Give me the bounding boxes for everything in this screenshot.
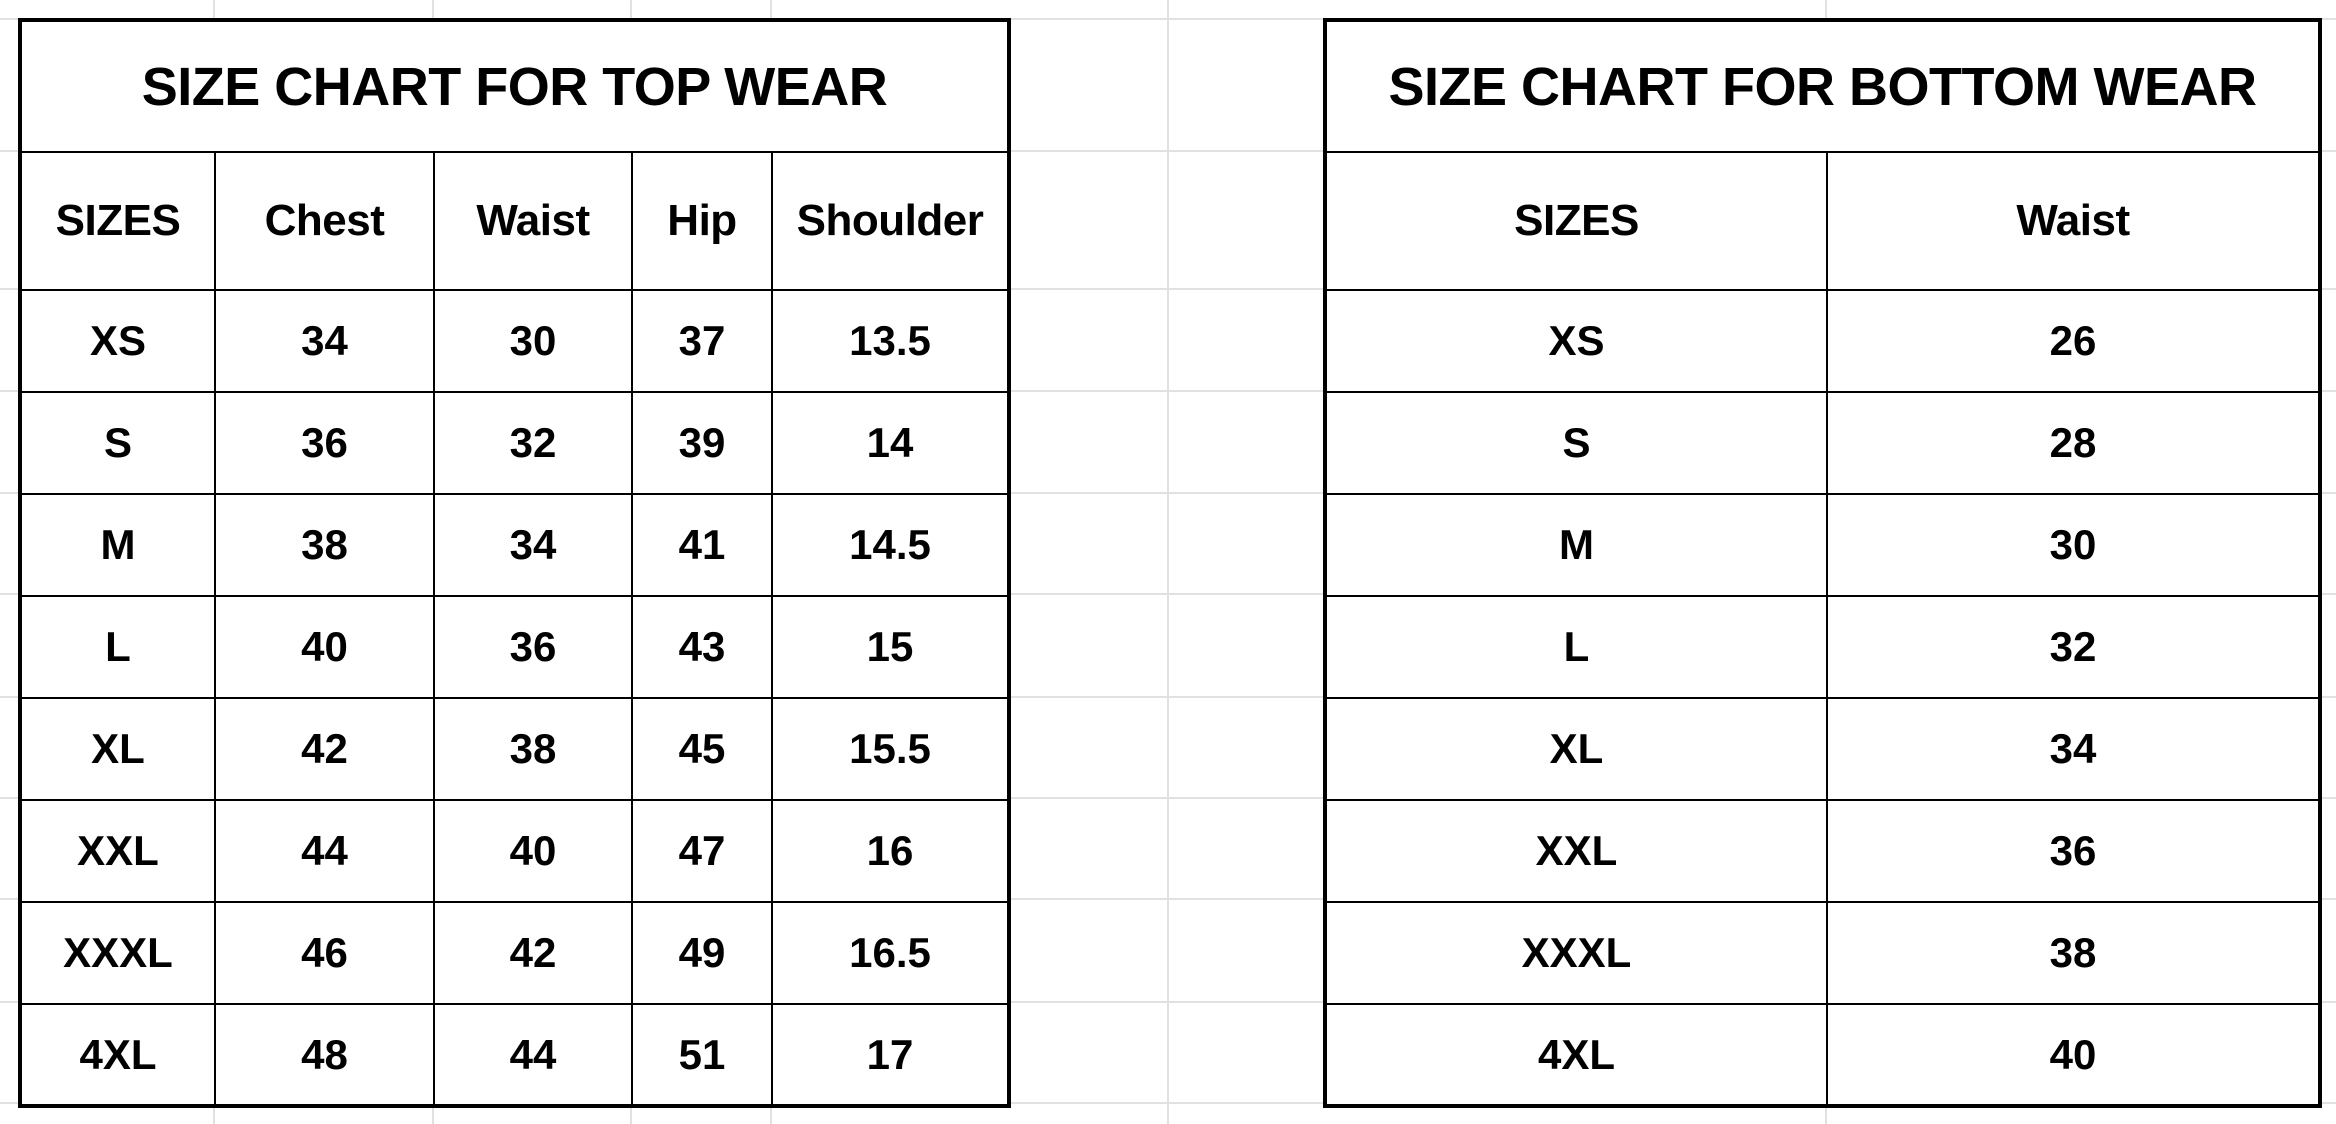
grid-row-line (0, 898, 2336, 900)
column-header: Waist (1826, 151, 2321, 291)
measurement-cell: 36 (1826, 799, 2321, 903)
grid-row-line (0, 150, 2336, 152)
measurement-cell: 45 (631, 697, 773, 801)
measurement-cell: 34 (214, 289, 435, 393)
column-header: Chest (214, 151, 435, 291)
table-row: 4XL 40 (1324, 1003, 2321, 1107)
measurement-cell: 30 (433, 289, 633, 393)
measurement-cell: 26 (1826, 289, 2321, 393)
column-header: SIZES (1324, 151, 1828, 291)
measurement-cell: 34 (433, 493, 633, 597)
size-cell: L (1324, 595, 1828, 699)
column-header: Shoulder (771, 151, 1010, 291)
bottom-wear-title: SIZE CHART FOR BOTTOM WEAR (1324, 19, 2321, 153)
size-cell: 4XL (1324, 1003, 1828, 1107)
size-cell: L (19, 595, 216, 699)
table-row: M 38 34 41 14.5 (19, 493, 1010, 597)
size-cell: XXXL (19, 901, 216, 1005)
size-cell: 4XL (19, 1003, 216, 1107)
measurement-cell: 15.5 (771, 697, 1010, 801)
table-row: XL 34 (1324, 697, 2321, 801)
measurement-cell: 39 (631, 391, 773, 495)
table-row: 4XL 48 44 51 17 (19, 1003, 1010, 1107)
measurement-cell: 14.5 (771, 493, 1010, 597)
size-cell: XS (19, 289, 216, 393)
measurement-cell: 34 (1826, 697, 2321, 801)
measurement-cell: 38 (1826, 901, 2321, 1005)
measurement-cell: 28 (1826, 391, 2321, 495)
measurement-cell: 40 (214, 595, 435, 699)
size-cell: M (19, 493, 216, 597)
table-row: XS 26 (1324, 289, 2321, 393)
table-row: L 32 (1324, 595, 2321, 699)
measurement-cell: 51 (631, 1003, 773, 1107)
size-cell: S (1324, 391, 1828, 495)
measurement-cell: 44 (433, 1003, 633, 1107)
grid-row-line (0, 1001, 2336, 1003)
size-cell: XL (1324, 697, 1828, 801)
measurement-cell: 30 (1826, 493, 2321, 597)
measurement-cell: 40 (1826, 1003, 2321, 1107)
measurement-cell: 48 (214, 1003, 435, 1107)
measurement-cell: 42 (433, 901, 633, 1005)
measurement-cell: 15 (771, 595, 1010, 699)
measurement-cell: 36 (214, 391, 435, 495)
grid-row-line (0, 18, 2336, 20)
measurement-cell: 32 (1826, 595, 2321, 699)
grid-row-line (0, 288, 2336, 290)
measurement-cell: 37 (631, 289, 773, 393)
grid-row-line (0, 593, 2336, 595)
size-cell: XL (19, 697, 216, 801)
table-row: M 30 (1324, 493, 2321, 597)
measurement-cell: 46 (214, 901, 435, 1005)
measurement-cell: 40 (433, 799, 633, 903)
measurement-cell: 13.5 (771, 289, 1010, 393)
measurement-cell: 43 (631, 595, 773, 699)
size-cell: XXL (19, 799, 216, 903)
measurement-cell: 16 (771, 799, 1010, 903)
measurement-cell: 47 (631, 799, 773, 903)
top-wear-size-chart: SIZE CHART FOR TOP WEAR SIZES Chest Waist H… (18, 18, 1011, 1108)
top-wear-title: SIZE CHART FOR TOP WEAR (19, 19, 1010, 153)
grid-row-line (0, 797, 2336, 799)
grid-row-line (0, 696, 2336, 698)
measurement-cell: 38 (214, 493, 435, 597)
size-cell: M (1324, 493, 1828, 597)
grid-row-line (0, 492, 2336, 494)
grid-column-line (1167, 0, 1169, 1124)
measurement-cell: 42 (214, 697, 435, 801)
measurement-cell: 49 (631, 901, 773, 1005)
bottom-wear-size-chart: SIZE CHART FOR BOTTOM WEAR SIZES Waist XS… (1323, 18, 2322, 1108)
measurement-cell: 17 (771, 1003, 1010, 1107)
size-cell: XS (1324, 289, 1828, 393)
table-row: XL 42 38 45 15.5 (19, 697, 1010, 801)
size-cell: S (19, 391, 216, 495)
table-row: XXXL 46 42 49 16.5 (19, 901, 1010, 1005)
table-row: L 40 36 43 15 (19, 595, 1010, 699)
measurement-cell: 44 (214, 799, 435, 903)
measurement-cell: 38 (433, 697, 633, 801)
measurement-cell: 41 (631, 493, 773, 597)
measurement-cell: 32 (433, 391, 633, 495)
column-header: Hip (631, 151, 773, 291)
column-header: Waist (433, 151, 633, 291)
grid-row-line (0, 390, 2336, 392)
table-row: XXXL 38 (1324, 901, 2321, 1005)
measurement-cell: 14 (771, 391, 1010, 495)
measurement-cell: 16.5 (771, 901, 1010, 1005)
column-header: SIZES (19, 151, 216, 291)
table-row: S 36 32 39 14 (19, 391, 1010, 495)
table-row: XXL 44 40 47 16 (19, 799, 1010, 903)
table-row: S 28 (1324, 391, 2321, 495)
table-row: XXL 36 (1324, 799, 2321, 903)
table-row: XS 34 30 37 13.5 (19, 289, 1010, 393)
size-cell: XXXL (1324, 901, 1828, 1005)
grid-row-line (0, 1102, 2336, 1104)
size-cell: XXL (1324, 799, 1828, 903)
measurement-cell: 36 (433, 595, 633, 699)
